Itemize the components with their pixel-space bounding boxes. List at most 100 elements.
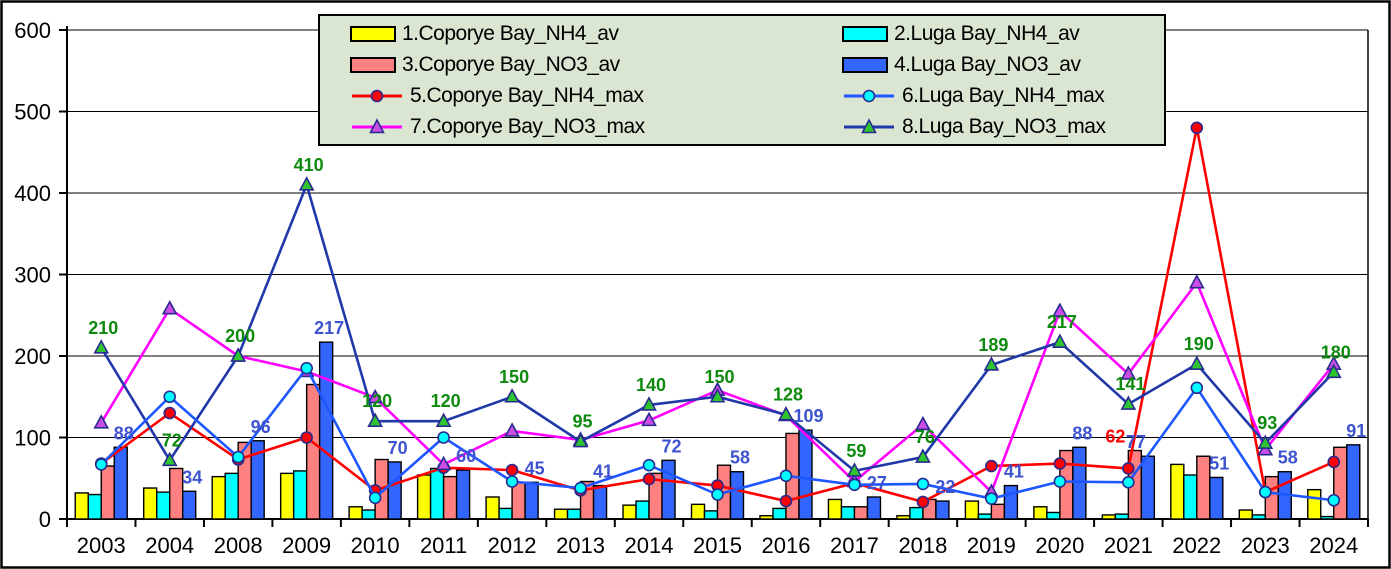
marker-2011 xyxy=(435,455,452,471)
data-label: 210 xyxy=(88,318,118,338)
bar-2009 xyxy=(292,470,308,520)
marker-2017 xyxy=(846,462,863,477)
line-8.Luga Bay_NO3_max xyxy=(93,176,1342,477)
marker-2010 xyxy=(368,491,382,505)
bar-2011 xyxy=(442,475,458,520)
marker-2020 xyxy=(1052,302,1068,317)
marker-2016 xyxy=(779,469,793,483)
bar-2014 xyxy=(661,459,676,520)
data-label: 180 xyxy=(1321,342,1351,362)
x-tick-label: 2010 xyxy=(351,533,400,558)
x-tick-label: 2016 xyxy=(761,533,810,558)
legend-item-3: 3.Coporye Bay_NO3_av xyxy=(350,50,842,80)
marker-2021 xyxy=(1120,395,1137,410)
bar-2014 xyxy=(622,504,637,520)
bar-2011 xyxy=(416,474,432,520)
bar-2003 xyxy=(74,492,89,520)
bar-2022 xyxy=(1196,455,1211,520)
legend-item-2: 2.Luga Bay_NH4_av xyxy=(842,19,1164,49)
y-tick-label: 0 xyxy=(39,507,51,532)
x-tick-label: 2020 xyxy=(1035,533,1084,558)
bar-2019 xyxy=(977,513,993,520)
bar-2004 xyxy=(169,467,184,520)
line-6.Luga Bay_NH4_max xyxy=(94,361,1341,507)
data-label: 109 xyxy=(793,406,823,426)
labels-luga-no3-max: 210 72 200 410 120 120 150 95 140 150 128 59 76 189 21… xyxy=(88,155,1351,461)
bar-2016 xyxy=(772,507,787,520)
data-label: 72 xyxy=(662,436,682,456)
data-label: 217 xyxy=(314,318,344,338)
bar-2013 xyxy=(553,508,569,520)
bar-2012 xyxy=(498,507,513,520)
x-tick-label: 2023 xyxy=(1241,533,1290,558)
data-label: 77 xyxy=(1126,432,1146,452)
x-tick-label: 2004 xyxy=(145,533,194,558)
marker-2016 xyxy=(778,406,794,421)
marker-2018 xyxy=(916,495,930,509)
marker-2015 xyxy=(711,488,724,501)
marker-2004 xyxy=(163,406,177,420)
legend-item-7: 7.Coporye Bay_NO3_max xyxy=(350,112,842,142)
marker-2009 xyxy=(298,176,315,191)
bar-2017 xyxy=(840,506,856,520)
data-label: 51 xyxy=(1209,453,1229,473)
marker-2022 xyxy=(1188,355,1205,370)
y-tick-label: 600 xyxy=(14,18,51,43)
bar-2011 xyxy=(455,469,471,520)
bar-2018 xyxy=(896,515,911,520)
data-label: 96 xyxy=(251,417,271,437)
legend-item-6: 6.Luga Bay_NH4_max xyxy=(842,81,1164,111)
marker-2023 xyxy=(1258,485,1272,499)
bar-2003 xyxy=(113,446,128,520)
data-label: 88 xyxy=(114,423,134,443)
bar-2009 xyxy=(318,341,334,520)
marker-2003 xyxy=(93,414,110,429)
data-label: 76 xyxy=(915,427,935,447)
marker-2019 xyxy=(985,459,998,473)
marker-2004 xyxy=(163,390,177,404)
bar-2024 xyxy=(1346,444,1361,520)
marker-2021 xyxy=(1122,462,1135,475)
marker-2018 xyxy=(916,477,930,491)
bar-2004 xyxy=(182,490,197,520)
x-axis-labels: 2003 2004 2008 2009 2010 2011 2012 2013 2014 2015… xyxy=(77,533,1358,558)
bar-2014 xyxy=(635,500,650,520)
bar-2008 xyxy=(211,475,226,520)
marker-2010 xyxy=(367,388,383,404)
data-label: 217 xyxy=(1047,312,1077,332)
bar-2009 xyxy=(279,472,295,520)
x-tick-label: 2009 xyxy=(282,533,331,558)
bar-2024 xyxy=(1320,515,1335,520)
data-label: 91 xyxy=(1346,421,1366,441)
marker-2003 xyxy=(93,339,110,354)
data-label: 34 xyxy=(182,467,202,487)
marker-2014 xyxy=(642,472,656,486)
data-label: 128 xyxy=(773,385,803,405)
bar-2004 xyxy=(143,487,158,520)
marker-2016 xyxy=(779,494,793,508)
data-label: 45 xyxy=(525,458,545,478)
bar-2009 xyxy=(305,383,321,520)
x-tick-label: 2008 xyxy=(214,533,263,558)
legend-item-1: 1.Coporye Bay_NH4_av xyxy=(350,19,842,49)
marker-2022 xyxy=(1188,273,1205,289)
bar-2017 xyxy=(853,506,869,520)
marker-2011 xyxy=(435,412,452,428)
line-path xyxy=(100,127,1335,504)
bar-2015 xyxy=(690,503,706,520)
bar-2010 xyxy=(348,506,363,520)
data-label: 41 xyxy=(593,462,613,482)
marker-2021 xyxy=(1120,365,1137,380)
data-label: 70 xyxy=(388,438,408,458)
marker-2018 xyxy=(915,448,931,463)
data-label: 27 xyxy=(867,473,887,493)
legend-label-2: 2.Luga Bay_NH4_av xyxy=(894,21,1080,45)
line-path xyxy=(100,180,1335,473)
legend-item-5: 5.Coporye Bay_NH4_max xyxy=(350,81,842,111)
bar-2018 xyxy=(935,500,950,520)
marker-2008 xyxy=(230,347,247,362)
bar-2020 xyxy=(1072,446,1087,520)
x-tick-label: 2018 xyxy=(898,533,947,558)
